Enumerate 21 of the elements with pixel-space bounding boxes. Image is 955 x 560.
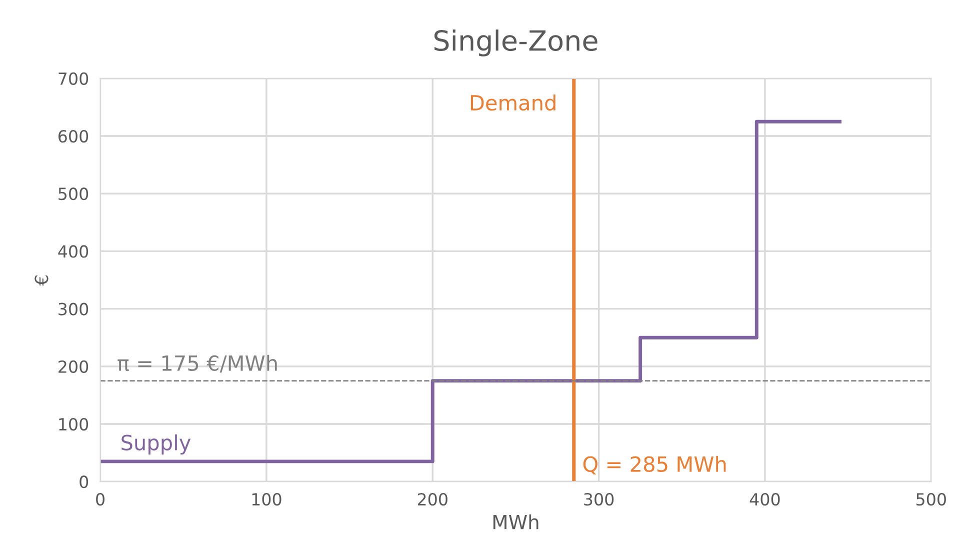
x-tick-label: 0 (96, 493, 104, 506)
y-tick-label: 700 (58, 72, 88, 85)
ref-line-label: Demand (470, 94, 556, 111)
x-tick-label: 100 (252, 493, 282, 506)
ref-line-label: π = 175 €/MWh (118, 354, 277, 373)
annotation: Q = 285 MWh (583, 456, 726, 474)
x-tick-label: 300 (584, 493, 614, 506)
x-tick-label: 500 (916, 493, 946, 506)
y-tick-label: 600 (58, 130, 88, 143)
chart-title: Single-Zone (434, 30, 598, 56)
y-tick-label: 300 (58, 302, 88, 316)
x-axis-title: MWh (493, 514, 538, 530)
y-axis-title: € (34, 275, 48, 286)
y-tick-label: 0 (80, 476, 88, 488)
series-label: Supply (122, 434, 191, 455)
y-tick-label: 100 (59, 418, 88, 431)
y-tick-label: 200 (58, 360, 88, 373)
x-tick-label: 400 (750, 493, 780, 506)
x-tick-label: 200 (418, 493, 448, 506)
y-tick-label: 400 (58, 245, 88, 258)
y-tick-label: 500 (58, 188, 88, 200)
